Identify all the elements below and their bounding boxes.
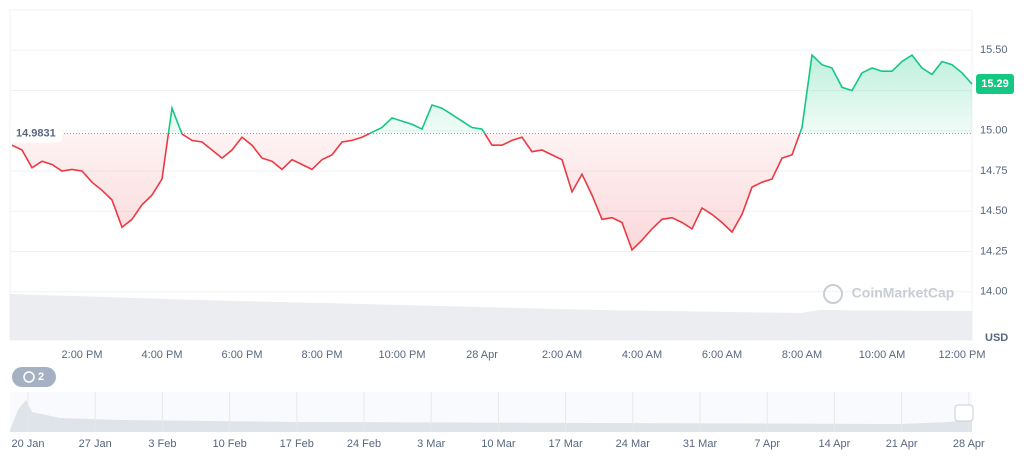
y-tick-label: 15.00 [980, 125, 1008, 137]
navigator-label: 3 Feb [148, 438, 176, 450]
x-tick-label: 28 Apr [466, 349, 498, 361]
navigator-label: 17 Mar [548, 438, 583, 450]
navigator-label: 27 Jan [79, 438, 112, 450]
x-tick-label: 10:00 AM [859, 349, 905, 361]
navigator-label: 24 Mar [616, 438, 651, 450]
watermark: CoinMarketCap [852, 285, 955, 301]
y-tick-label: 14.25 [980, 245, 1008, 257]
badge-icon [23, 371, 35, 383]
area [12, 55, 972, 250]
navigator-area [10, 400, 972, 432]
navigator-label: 28 Apr [953, 438, 985, 450]
navigator-label: 10 Mar [481, 438, 516, 450]
y-tick-label: 15.50 [980, 44, 1008, 56]
y-tick-label: 14.75 [980, 165, 1008, 177]
badge-count: 2 [38, 371, 44, 383]
baseline-label-box [10, 124, 62, 143]
y-tick-label: 14.00 [980, 286, 1008, 298]
y-tick-label: 14.50 [980, 205, 1008, 217]
volume-area [10, 294, 972, 340]
navigator-label: 21 Apr [886, 438, 918, 450]
navigator-handle[interactable] [954, 404, 974, 422]
navigator-label: 14 Apr [818, 438, 850, 450]
last-price-box [976, 74, 1014, 95]
x-tick-label: 2:00 PM [62, 349, 103, 361]
x-tick-label: 6:00 AM [702, 349, 742, 361]
navigator-label: 10 Feb [212, 438, 246, 450]
navigator-label: 31 Mar [683, 438, 718, 450]
x-tick-label: 4:00 PM [142, 349, 183, 361]
watermark-logo [823, 284, 843, 304]
navigator-label: 24 Feb [347, 438, 381, 450]
x-tick-label: 8:00 AM [782, 349, 822, 361]
x-tick-label: 10:00 PM [378, 349, 425, 361]
x-tick-label: 4:00 AM [622, 349, 662, 361]
x-tick-label: 6:00 PM [222, 349, 263, 361]
navigator-label: 3 Mar [417, 438, 445, 450]
x-tick-label: 8:00 PM [302, 349, 343, 361]
navigator-label: 17 Feb [280, 438, 314, 450]
navigator-label: 7 Apr [754, 438, 780, 450]
y-axis-label: USD [985, 332, 1008, 344]
price-line [11, 53, 973, 252]
baseline-label: 14.9831 [16, 127, 56, 139]
x-tick-label: 2:00 AM [542, 349, 582, 361]
navigator-label: 20 Jan [11, 438, 44, 450]
last-price-label: 15.29 [981, 78, 1009, 90]
x-tick-label: 12:00 PM [938, 349, 985, 361]
